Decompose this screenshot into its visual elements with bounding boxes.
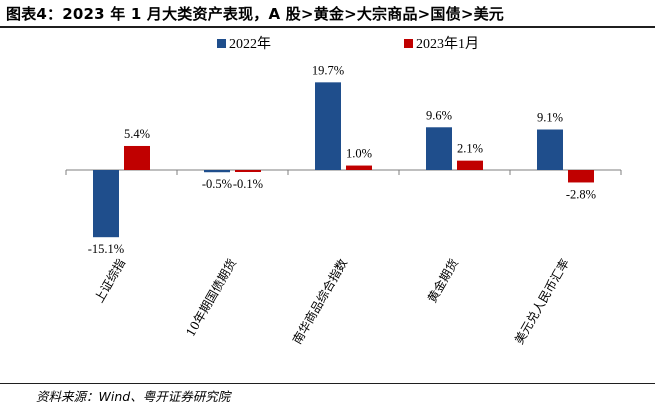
data-label: 2.1% — [457, 142, 483, 156]
bar-chart: 2022年 2023年1月 -15.1% -0.5% 19.7% 9.6% 9.1% 5.4%… — [65, 36, 622, 347]
category-label: 10年期国债期货 — [182, 256, 239, 339]
data-label: 19.7% — [312, 63, 344, 77]
source-note: 资料来源：Wind、粤开证券研究院 — [36, 389, 231, 404]
bar — [346, 165, 372, 170]
legend-swatch-2 — [404, 39, 413, 48]
data-label: -2.8% — [566, 187, 596, 201]
data-label: 1.0% — [346, 147, 372, 161]
bar — [93, 170, 119, 238]
bar — [315, 82, 341, 170]
legend-swatch-1 — [217, 39, 226, 48]
bar — [537, 129, 563, 170]
bar — [235, 170, 261, 172]
category-label: 南华商品综合指数 — [289, 256, 350, 347]
data-label: -0.1% — [233, 177, 263, 191]
data-label: 5.4% — [124, 127, 150, 141]
legend-label-1: 2022年 — [229, 36, 271, 52]
data-label: 9.1% — [537, 111, 563, 125]
bar — [124, 145, 150, 170]
bar — [568, 170, 594, 183]
bar — [204, 170, 230, 173]
category-label: 黄金期货 — [424, 256, 461, 305]
data-label: 9.6% — [426, 108, 452, 122]
data-label: -15.1% — [88, 242, 124, 256]
legend-label-2: 2023年1月 — [416, 36, 479, 52]
data-label: -0.5% — [202, 177, 232, 191]
footer-divider — [0, 383, 655, 384]
category-label: 美元兑人民币汇率 — [511, 256, 572, 347]
bar — [426, 127, 452, 170]
category-label: 上证综指 — [91, 256, 128, 305]
chart-title: 图表4：2023 年 1 月大类资产表现，A 股>黄金>大宗商品>国债>美元 — [6, 5, 504, 23]
bar — [457, 160, 483, 170]
title-divider — [0, 26, 655, 28]
